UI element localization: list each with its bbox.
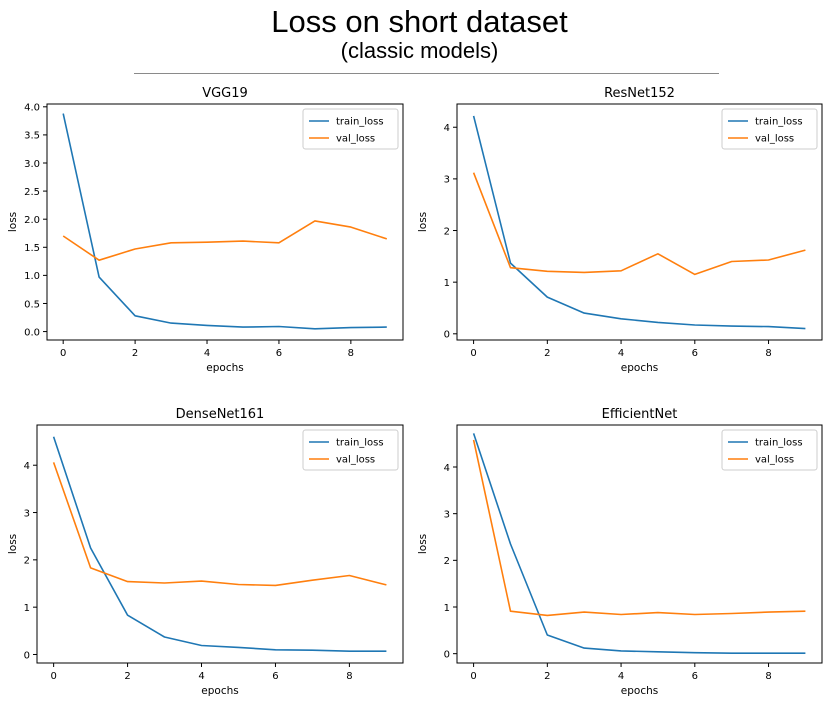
plot-frame	[456, 103, 823, 341]
x-axis-label: epochs	[201, 685, 238, 697]
title-divider	[134, 73, 719, 74]
x-tick-label: 2	[544, 671, 550, 682]
x-axis-label: epochs	[621, 685, 658, 697]
x-axis-label: epochs	[206, 362, 243, 374]
chart-title: ResNet152	[604, 86, 675, 101]
y-tick-label: 3	[444, 509, 450, 520]
x-tick-label: 4	[204, 348, 210, 359]
y-tick-label: 0.5	[24, 299, 40, 310]
y-tick-label: 1	[444, 278, 450, 289]
y-tick-label: 0.0	[24, 327, 40, 338]
plot-frame	[46, 103, 404, 341]
x-tick-label: 0	[470, 671, 476, 682]
series-line-train-loss	[52, 436, 387, 653]
series-line-val-loss	[472, 439, 806, 617]
y-tick-label: 0	[444, 649, 450, 660]
y-tick-label: 4.0	[24, 103, 40, 114]
x-tick-label: 2	[544, 348, 550, 359]
x-tick-label: 2	[124, 671, 130, 682]
x-tick-label: 6	[272, 671, 278, 682]
legend: train_loss val_loss	[721, 429, 818, 471]
series-line-train-loss	[472, 433, 806, 655]
legend-box	[721, 429, 818, 471]
x-axis-label: epochs	[621, 362, 658, 374]
series-line-val-loss	[472, 172, 806, 276]
y-tick-label: 4	[24, 461, 30, 472]
x-tick-label: 8	[348, 348, 354, 359]
plot-frame	[36, 424, 404, 664]
x-tick-label: 4	[198, 671, 204, 682]
y-tick-label: 3.5	[24, 131, 40, 142]
y-tick-label: 4	[444, 463, 450, 474]
legend-label: train_loss	[336, 117, 384, 128]
x-tick-label: 0	[60, 348, 66, 359]
legend: train_loss val_loss	[302, 429, 399, 471]
legend-box	[721, 108, 818, 150]
y-tick-label: 1	[444, 603, 450, 614]
legend-box	[302, 108, 399, 150]
x-tick-label: 0	[470, 348, 476, 359]
y-axis-label: loss	[7, 212, 19, 232]
legend-label: val_loss	[336, 134, 375, 145]
chart-efficientnet: EfficientNet 0 1 2 3 4 0 2 4 6 8 epochs loss train_lo…	[417, 407, 823, 697]
y-axis-label: loss	[417, 534, 429, 554]
legend-label: val_loss	[755, 134, 794, 145]
y-tick-label: 2	[24, 556, 30, 567]
legend-label: val_loss	[755, 455, 794, 466]
series-line-train-loss	[472, 115, 806, 330]
x-tick-label: 8	[765, 348, 771, 359]
series-line-val-loss	[62, 220, 388, 262]
chart-resnet152: ResNet152 0 1 2 3 4 0 2 4 6 8 epochs loss train_lossv…	[417, 86, 823, 374]
x-tick-label: 4	[618, 348, 624, 359]
figure-subtitle: (classic models)	[340, 38, 499, 63]
figure-header: Loss on short dataset (classic models)	[0, 4, 839, 64]
legend: train_loss val_loss	[302, 108, 399, 150]
legend: train_loss val_loss	[721, 108, 818, 150]
chart-vgg19: VGG19 0.0 0.5 1.0 1.5 2.0 2.5 3.0 3.5 4.0 0 2 4 6 8 epo…	[7, 86, 404, 374]
y-tick-label: 2.5	[24, 187, 40, 198]
y-tick-label: 3	[24, 508, 30, 519]
y-tick-label: 4	[444, 123, 450, 134]
y-tick-label: 3.0	[24, 159, 40, 170]
x-tick-label: 6	[692, 348, 698, 359]
legend-box	[302, 429, 399, 471]
chart-title: VGG19	[202, 86, 248, 101]
series-line-val-loss	[52, 462, 387, 587]
y-tick-label: 2	[444, 556, 450, 567]
y-tick-label: 1.5	[24, 243, 40, 254]
x-tick-label: 8	[346, 671, 352, 682]
x-tick-label: 0	[50, 671, 56, 682]
y-axis-label: loss	[7, 534, 19, 554]
figure-title: Loss on short dataset	[271, 4, 568, 39]
x-tick-label: 4	[618, 671, 624, 682]
y-tick-label: 0	[444, 330, 450, 341]
chart-title: DenseNet161	[176, 407, 265, 422]
y-tick-label: 2.0	[24, 215, 40, 226]
y-axis-label: loss	[417, 212, 429, 232]
chart-title: EfficientNet	[602, 407, 678, 422]
x-tick-label: 6	[692, 671, 698, 682]
legend-label: train_loss	[755, 438, 803, 449]
y-tick-label: 1.0	[24, 271, 40, 282]
legend-label: train_loss	[755, 117, 803, 128]
y-tick-label: 0	[24, 650, 30, 661]
chart-densenet161: DenseNet161 0 1 2 3 4 0 2 4 6 8 epochs loss train_los…	[7, 407, 404, 697]
plot-frame	[456, 424, 823, 664]
series-line-train-loss	[62, 113, 387, 330]
y-tick-label: 2	[444, 226, 450, 237]
x-tick-label: 8	[765, 671, 771, 682]
y-tick-label: 3	[444, 175, 450, 186]
x-tick-label: 2	[132, 348, 138, 359]
legend-label: val_loss	[336, 455, 375, 466]
y-tick-label: 1	[24, 603, 30, 614]
legend-label: train_loss	[336, 438, 384, 449]
x-tick-label: 6	[276, 348, 282, 359]
